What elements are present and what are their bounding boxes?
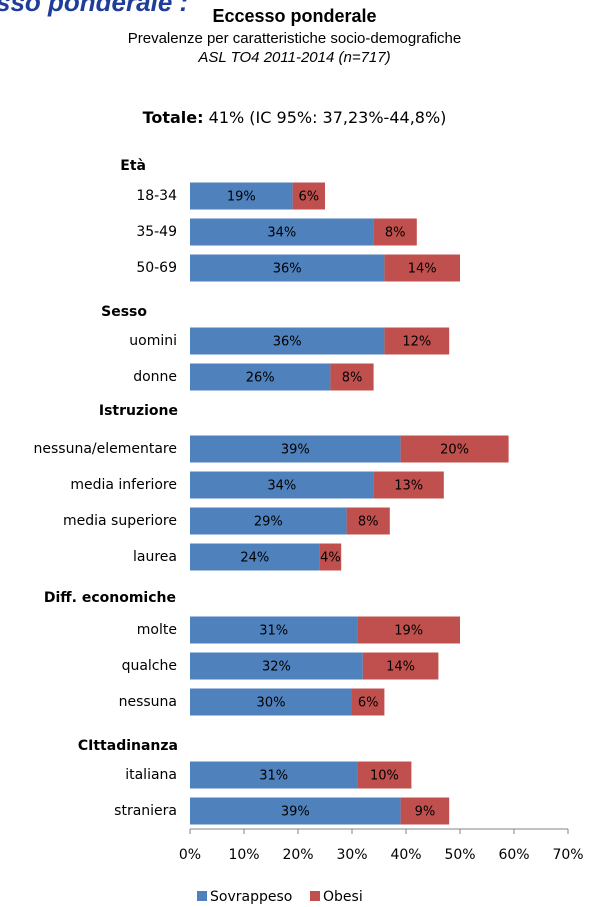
category-label: straniera [114, 803, 177, 819]
data-label: 26% [246, 371, 275, 386]
bar-sovrappeso [190, 761, 358, 789]
x-tick-label: 70% [552, 847, 583, 863]
group-label: Diff. economiche [44, 590, 176, 606]
bar-obesi [373, 471, 444, 499]
group-label: Sesso [101, 304, 147, 320]
chart-subtitle: Prevalenze per caratteristiche socio-dem… [127, 30, 462, 47]
bar-obesi [362, 652, 439, 680]
x-tick-label: 60% [498, 847, 529, 863]
data-label: 4% [320, 551, 341, 566]
data-label: 19% [227, 190, 256, 205]
data-label: 13% [394, 479, 423, 494]
bar-obesi [400, 797, 450, 825]
data-label: 9% [415, 805, 436, 820]
group-label: Istruzione [99, 403, 178, 419]
data-label: 8% [385, 226, 406, 241]
legend-swatch-obesi [310, 891, 320, 901]
chart-subtitle-sample: ASL TO4 2011-2014 (n=717) [198, 49, 391, 66]
data-label: 39% [281, 805, 310, 820]
data-label: 36% [273, 335, 302, 350]
data-label: 34% [267, 226, 296, 241]
x-axis: 0% 10% 20% 30% 40% 50% 60% 70% [179, 828, 584, 863]
category-label: 50-69 [136, 260, 177, 276]
data-label: 36% [273, 262, 302, 277]
bar-sovrappeso [190, 543, 320, 571]
data-label: 29% [254, 515, 283, 530]
category-label: nessuna/elementare [34, 441, 178, 457]
bar-obesi [384, 254, 460, 282]
bar-obesi [330, 363, 374, 391]
data-label: 12% [402, 335, 431, 350]
group-label: Età [120, 158, 146, 174]
category-label: qualche [122, 658, 177, 674]
category-label: 35-49 [136, 224, 177, 240]
data-label: 14% [408, 262, 437, 277]
data-label: 30% [257, 696, 286, 711]
legend-label: Obesi [323, 889, 363, 905]
x-tick-label: 30% [336, 847, 367, 863]
legend-swatch-sovrappeso [197, 891, 207, 901]
category-label: donne [133, 369, 177, 385]
category-label: italiana [125, 767, 177, 783]
data-label: 6% [358, 696, 379, 711]
bar-sovrappeso [190, 616, 358, 644]
category-label: nessuna [119, 694, 177, 710]
total-summary: Totale: 41% (IC 95%: 37,23%-44,8%) [0, 108, 589, 127]
bar-obesi [352, 688, 385, 716]
bar-sovrappeso [190, 435, 401, 463]
data-label: 6% [298, 190, 319, 205]
x-tick-label: 40% [390, 847, 421, 863]
bar-sovrappeso [190, 327, 385, 355]
x-tick-label: 50% [444, 847, 475, 863]
category-label: media superiore [63, 513, 177, 529]
group-label: CIttadinanza [78, 738, 178, 754]
bar-sovrappeso [190, 652, 363, 680]
bar-sovrappeso [190, 688, 352, 716]
chart-title: Eccesso ponderale [212, 6, 377, 26]
legend: Sovrappeso Obesi [197, 889, 363, 905]
bar-obesi [400, 435, 509, 463]
data-label: 14% [386, 660, 415, 675]
data-label: 20% [440, 443, 469, 458]
data-label: 24% [240, 551, 269, 566]
bar-obesi [319, 543, 342, 571]
bar-sovrappeso [190, 363, 331, 391]
category-label: 18-34 [136, 188, 177, 204]
bar-sovrappeso [190, 797, 401, 825]
category-label: media inferiore [70, 477, 177, 493]
bar-sovrappeso [190, 471, 374, 499]
data-label: 8% [358, 515, 379, 530]
total-label: Totale: [142, 108, 204, 127]
bars-layer: Età 18-34 19% 6% 35-49 34% 8% 50-69 36% 14% Sesso u… [34, 158, 509, 825]
bar-sovrappeso [190, 218, 374, 246]
bar-obesi [373, 218, 417, 246]
bar-obesi [384, 327, 450, 355]
category-label: molte [137, 622, 177, 638]
bar-obesi [357, 761, 412, 789]
bar-obesi [357, 616, 460, 644]
bar-obesi [346, 507, 390, 535]
bar-sovrappeso [190, 507, 347, 535]
data-label: 31% [259, 769, 288, 784]
bar-sovrappeso [190, 182, 293, 210]
category-label: uomini [129, 333, 177, 349]
x-tick-label: 20% [282, 847, 313, 863]
data-label: 19% [394, 624, 423, 639]
bar-sovrappeso [190, 254, 385, 282]
x-tick-label: 10% [228, 847, 259, 863]
data-label: 8% [342, 371, 363, 386]
x-tick-label: 0% [179, 847, 201, 863]
page-banner-title: sso ponderale : [0, 0, 189, 17]
bar-obesi [292, 182, 325, 210]
data-label: 39% [281, 443, 310, 458]
legend-label: Sovrappeso [210, 889, 292, 905]
data-label: 31% [259, 624, 288, 639]
data-label: 10% [370, 769, 399, 784]
total-value: 41% (IC 95%: 37,23%-44,8%) [208, 108, 447, 127]
data-label: 32% [262, 660, 291, 675]
data-label: 34% [267, 479, 296, 494]
category-label: laurea [133, 549, 177, 565]
